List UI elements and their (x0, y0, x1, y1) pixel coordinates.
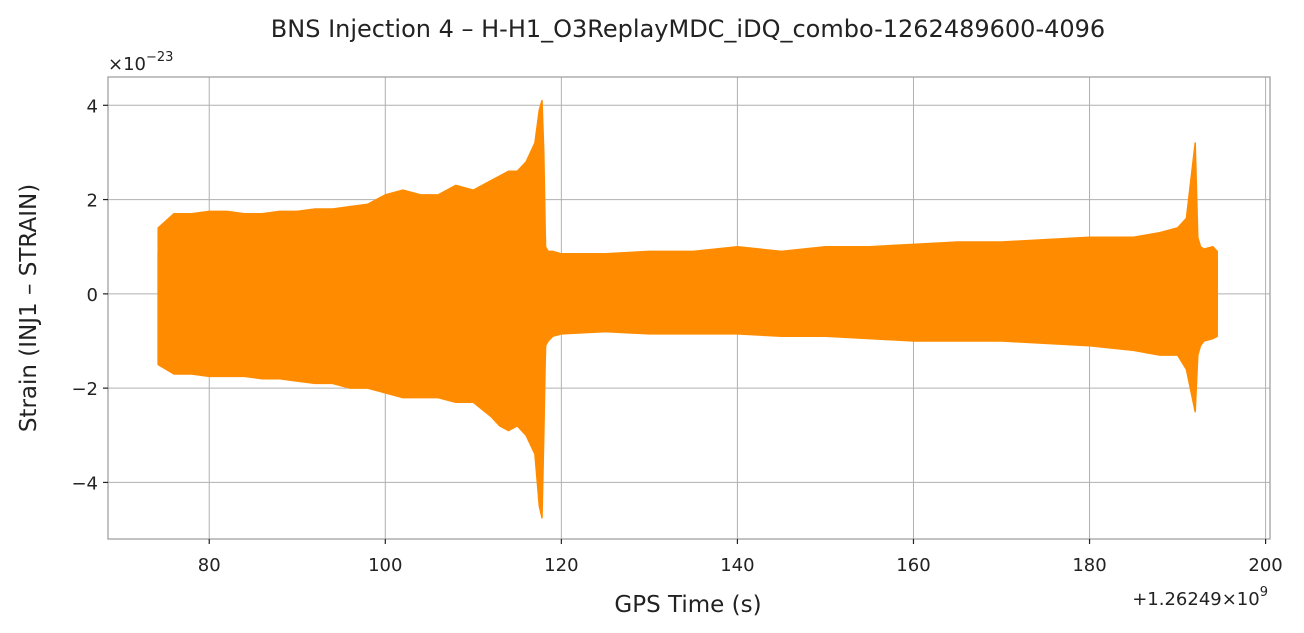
chart-title: BNS Injection 4 – H-H1_O3ReplayMDC_iDQ_c… (271, 15, 1105, 43)
y-scale-label: ×10−23 (108, 50, 173, 75)
x-tick-label: 120 (544, 555, 578, 576)
y-tick-label: 4 (87, 96, 98, 117)
x-axis-title: GPS Time (s) (614, 592, 761, 618)
x-tick-label: 140 (720, 555, 754, 576)
x-offset-label: +1.26249×109 (1132, 585, 1268, 610)
x-tick-label: 100 (368, 555, 402, 576)
y-axis-title: Strain (INJ1 – STRAIN) (16, 184, 42, 432)
strain-trace (157, 123, 1218, 476)
plot-area (157, 99, 1218, 519)
x-tick-label: 160 (896, 555, 930, 576)
x-tick-label: 80 (198, 555, 221, 576)
plot-frame (107, 76, 1271, 540)
y-tick-label: −2 (71, 379, 98, 400)
y-tick-label: −4 (71, 473, 98, 494)
y-tick-label: 2 (87, 191, 98, 212)
y-tick-label: 0 (87, 285, 98, 306)
ticks: 80 100 120 140 160 180 200 −4 −2 0 2 4 (71, 96, 1282, 576)
x-tick-label: 200 (1248, 555, 1282, 576)
x-tick-label: 180 (1072, 555, 1106, 576)
